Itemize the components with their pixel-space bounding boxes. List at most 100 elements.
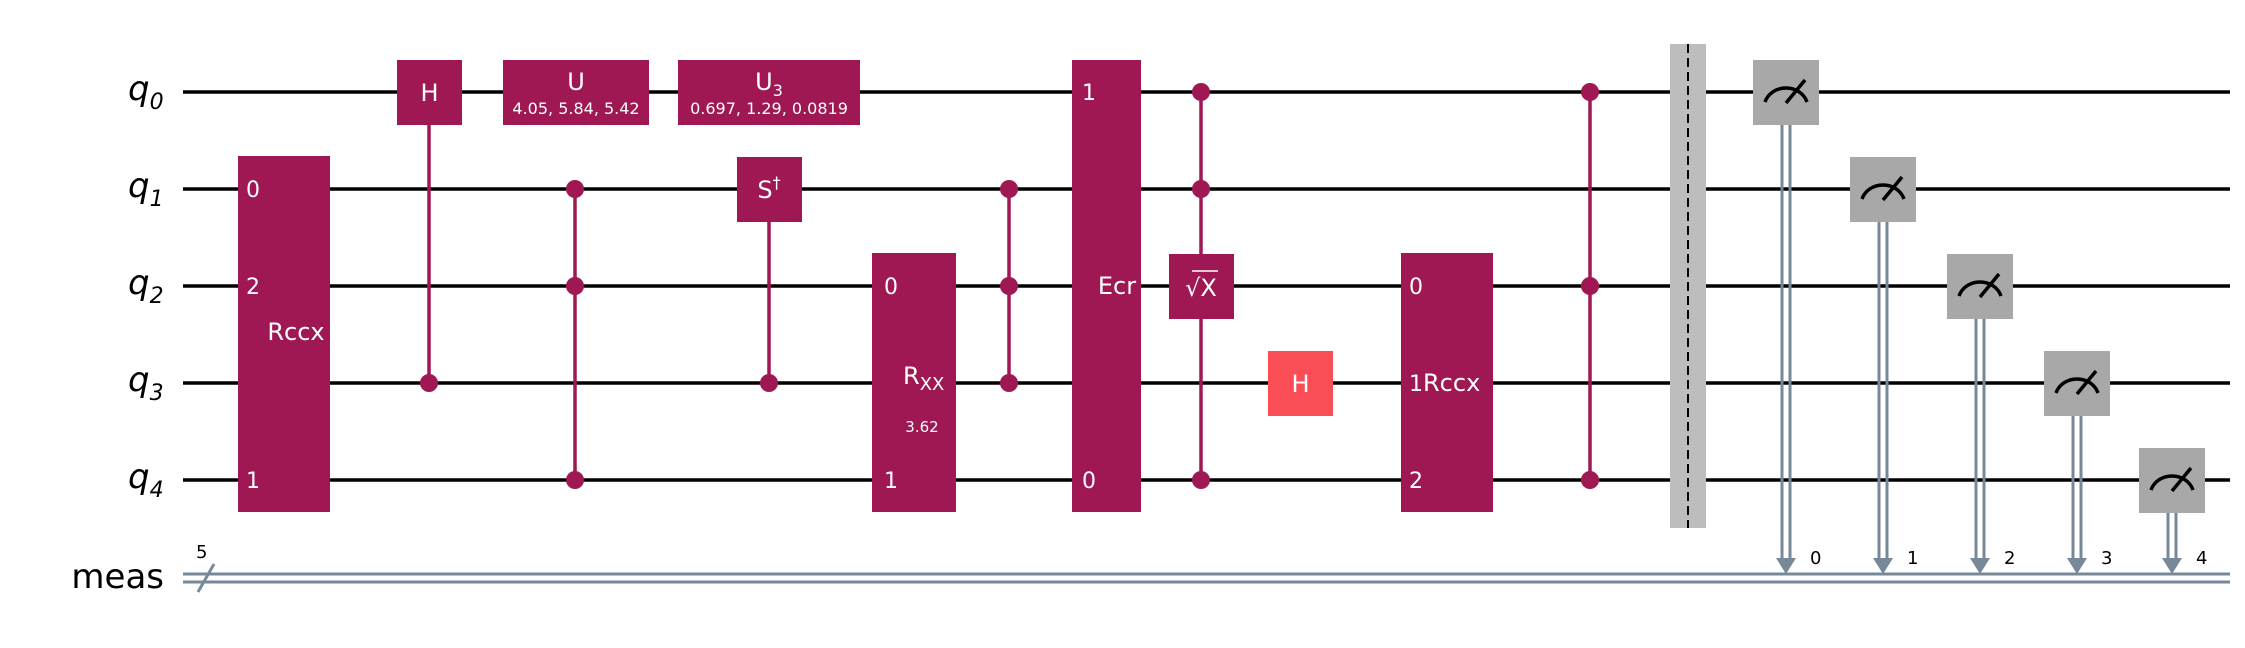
u-box xyxy=(503,60,649,125)
qubit-label-q0: q0 xyxy=(128,69,164,115)
classical-register: 5 xyxy=(183,542,2230,593)
rccx2-box xyxy=(1401,253,1493,512)
h3-box xyxy=(1268,351,1333,416)
measurements: 0 1 2 3 4 xyxy=(1753,60,2207,574)
ccz2-dot-q1 xyxy=(1000,180,1018,198)
qubit-label-q3: q3 xyxy=(128,360,164,406)
ccz2-dot-q3 xyxy=(1000,374,1018,392)
rxx-label: RXX xyxy=(903,362,944,395)
gate-ecr: 1 0 Ecr xyxy=(1072,60,1141,512)
classical-register-label: meas xyxy=(71,557,164,597)
ccz1-dot-q1 xyxy=(566,180,584,198)
register-slash xyxy=(196,563,216,593)
gate-ccz-1 xyxy=(566,180,584,489)
ecr-port-q0: 1 xyxy=(1082,81,1096,106)
mcsx-target-box xyxy=(1169,254,1234,319)
measure-bit-label: 0 xyxy=(1810,548,1821,569)
measure-arrow-head xyxy=(1776,558,1796,574)
rxx-box xyxy=(872,253,956,512)
measure-bit-label: 4 xyxy=(2196,548,2207,569)
measure-arrow-head xyxy=(2067,558,2087,574)
meter-needle xyxy=(1978,272,2001,299)
gate-rccx-2: 0 1 2 Rccx xyxy=(1401,253,1493,512)
gate-rccx-1: 0 2 1 Rccx xyxy=(238,156,330,512)
mcsx-label: √X xyxy=(1185,274,1217,302)
measure-arrow-head xyxy=(1873,558,1893,574)
u3-params: 0.697, 1.29, 0.0819 xyxy=(690,99,848,118)
meter-needle xyxy=(2170,466,2193,493)
rxx-port-q2: 0 xyxy=(884,275,898,300)
meter-icon xyxy=(2149,474,2195,491)
meter-icon xyxy=(1957,280,2003,297)
measure-box xyxy=(1850,157,1916,222)
rxx-param: 3.62 xyxy=(905,418,938,436)
gate-controlled-sdg: S† xyxy=(737,157,802,392)
measure-arrow-head xyxy=(2162,558,2182,574)
u3-box xyxy=(678,60,860,125)
measure-box xyxy=(2139,448,2205,513)
ecr-port-q4: 0 xyxy=(1082,469,1096,494)
measure-bit-label: 3 xyxy=(2101,548,2112,569)
measure-gate-q0: 0 xyxy=(1753,60,1821,574)
ccz2-dot-q2 xyxy=(1000,277,1018,295)
gate-controlled-h: H xyxy=(397,60,462,392)
gate-u: U 4.05, 5.84, 5.42 xyxy=(503,60,649,125)
measure-bit-label: 1 xyxy=(1907,548,1918,569)
rccx2-port-q3: 1 xyxy=(1409,372,1423,397)
measure-gate-q1: 1 xyxy=(1850,157,1918,574)
meter-icon xyxy=(1860,183,1906,200)
gate-rxx: 0 1 RXX 3.62 xyxy=(872,253,956,512)
measure-arrow-head xyxy=(1970,558,1990,574)
mcsx-dot-q4 xyxy=(1192,471,1210,489)
rxx-port-q4: 1 xyxy=(884,469,898,494)
qubit-label-q2: q2 xyxy=(128,263,164,309)
rccx-port-q4: 1 xyxy=(246,469,260,494)
u-params: 4.05, 5.84, 5.42 xyxy=(512,99,639,118)
measure-gate-q3: 3 xyxy=(2044,351,2112,574)
gate-ccz-3 xyxy=(1581,83,1599,489)
measure-gate-q4: 4 xyxy=(2139,448,2207,574)
rccx2-port-q4: 2 xyxy=(1409,469,1423,494)
meter-needle xyxy=(1784,78,1807,105)
u3-label: U3 xyxy=(755,68,783,100)
ccz3-dot-q2 xyxy=(1581,277,1599,295)
rccx-box xyxy=(238,156,330,512)
meter-icon xyxy=(1763,86,1809,103)
qubit-label-q1: q1 xyxy=(128,166,164,212)
ch-target-box xyxy=(397,60,462,125)
csdg-control-dot xyxy=(760,374,778,392)
ccz1-dot-q2 xyxy=(566,277,584,295)
meter-needle xyxy=(1881,175,1904,202)
qubit-label-q4: q4 xyxy=(128,457,164,503)
rccx-port-q1: 0 xyxy=(246,178,260,203)
ccz3-dot-q0 xyxy=(1581,83,1599,101)
rccx-label: Rccx xyxy=(267,318,324,346)
measure-box xyxy=(1947,254,2013,319)
mcsx-dot-q1 xyxy=(1192,180,1210,198)
meter-needle xyxy=(2075,369,2098,396)
rccx2-port-q2: 0 xyxy=(1409,275,1423,300)
gate-ccz-2 xyxy=(1000,180,1018,392)
gate-mc-sx: √X xyxy=(1169,83,1234,489)
meter-icon xyxy=(2054,377,2100,394)
mcsx-dot-q0 xyxy=(1192,83,1210,101)
measure-box xyxy=(1753,60,1819,125)
gate-u3: U3 0.697, 1.29, 0.0819 xyxy=(678,60,860,125)
rccx2-label: Rccx xyxy=(1423,369,1480,397)
barrier xyxy=(1670,44,1706,528)
rccx-port-q2: 2 xyxy=(246,275,260,300)
measure-box xyxy=(2044,351,2110,416)
u-label: U xyxy=(567,68,585,96)
measure-gate-q2: 2 xyxy=(1947,254,2015,574)
ccz3-dot-q4 xyxy=(1581,471,1599,489)
ecr-box xyxy=(1072,60,1141,512)
ccz1-dot-q4 xyxy=(566,471,584,489)
csdg-target-box xyxy=(737,157,802,222)
measure-bit-label: 2 xyxy=(2004,548,2015,569)
qubit-labels: q0 q1 q2 q3 q4 meas xyxy=(71,69,164,597)
ch-label: H xyxy=(420,79,438,107)
ecr-label: Ecr xyxy=(1098,272,1136,300)
h3-label: H xyxy=(1291,370,1309,398)
register-size: 5 xyxy=(196,542,207,563)
